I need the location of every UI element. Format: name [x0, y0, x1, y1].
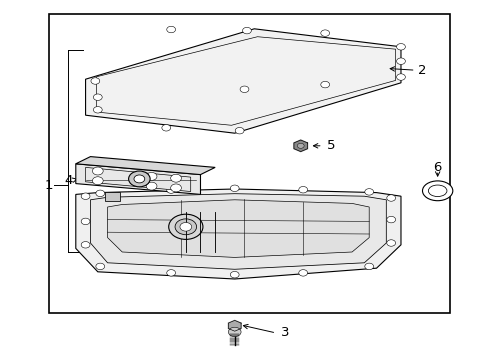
Polygon shape — [85, 167, 190, 192]
Circle shape — [228, 327, 241, 337]
Text: 5: 5 — [326, 139, 335, 152]
Ellipse shape — [427, 185, 446, 197]
Circle shape — [93, 94, 102, 100]
Polygon shape — [107, 200, 368, 257]
Circle shape — [386, 240, 395, 246]
Text: 1: 1 — [44, 179, 53, 192]
Circle shape — [134, 175, 144, 183]
Circle shape — [180, 222, 191, 231]
Polygon shape — [105, 192, 120, 201]
Circle shape — [92, 167, 103, 175]
Circle shape — [81, 242, 90, 248]
Text: 2: 2 — [417, 64, 426, 77]
Text: 6: 6 — [432, 161, 441, 174]
Circle shape — [96, 190, 104, 197]
Circle shape — [162, 125, 170, 131]
Circle shape — [230, 271, 239, 278]
Circle shape — [396, 58, 405, 64]
Circle shape — [396, 74, 405, 80]
Circle shape — [364, 189, 373, 195]
Circle shape — [93, 107, 102, 113]
Circle shape — [230, 185, 239, 192]
Circle shape — [298, 186, 307, 193]
Circle shape — [240, 86, 248, 93]
Polygon shape — [90, 194, 386, 269]
Polygon shape — [76, 157, 215, 175]
Bar — [49, 14, 449, 313]
Circle shape — [298, 270, 307, 276]
Polygon shape — [228, 320, 241, 331]
Circle shape — [128, 171, 150, 187]
Circle shape — [96, 263, 104, 270]
Circle shape — [320, 81, 329, 88]
Circle shape — [175, 219, 196, 235]
Circle shape — [386, 216, 395, 223]
Polygon shape — [76, 164, 200, 194]
Circle shape — [396, 44, 405, 50]
Polygon shape — [85, 29, 400, 133]
Text: 3: 3 — [280, 327, 289, 339]
Circle shape — [235, 127, 244, 134]
Text: 4: 4 — [64, 174, 73, 186]
Circle shape — [168, 214, 203, 239]
Circle shape — [166, 187, 175, 193]
Circle shape — [166, 26, 175, 33]
Circle shape — [242, 27, 251, 34]
Circle shape — [170, 184, 181, 192]
Polygon shape — [76, 189, 400, 279]
Circle shape — [92, 177, 103, 185]
Circle shape — [297, 143, 304, 148]
Polygon shape — [293, 140, 307, 152]
Polygon shape — [96, 37, 395, 125]
Ellipse shape — [422, 181, 452, 201]
Circle shape — [81, 218, 90, 225]
Circle shape — [91, 78, 100, 84]
Circle shape — [166, 270, 175, 276]
Circle shape — [364, 263, 373, 270]
Circle shape — [81, 193, 90, 199]
Circle shape — [146, 172, 157, 180]
Circle shape — [320, 30, 329, 36]
Circle shape — [170, 174, 181, 182]
Circle shape — [386, 195, 395, 201]
Circle shape — [146, 182, 157, 190]
